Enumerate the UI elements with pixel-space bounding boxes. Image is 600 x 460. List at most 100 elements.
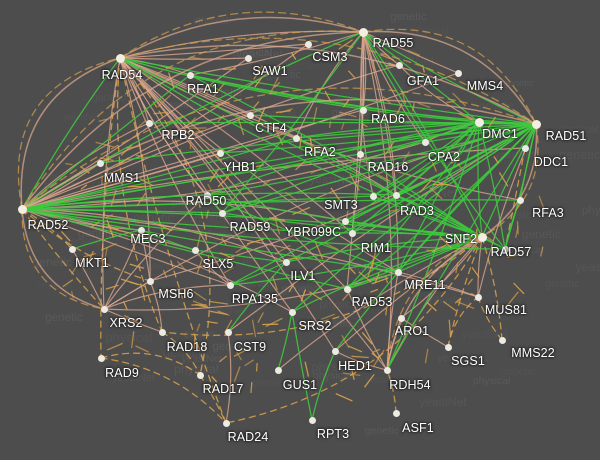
network-node-mre11[interactable] xyxy=(394,268,402,276)
edge-yeastnet xyxy=(372,195,483,238)
network-node-xrs2[interactable] xyxy=(100,305,108,313)
network-node-rad18[interactable] xyxy=(158,328,166,336)
network-node-mms4[interactable] xyxy=(454,69,462,77)
edge-genetic-fragment xyxy=(361,122,368,128)
edge-physical xyxy=(386,236,483,371)
edge-genetic-fragment xyxy=(209,168,220,183)
edge-genetic-fragment xyxy=(285,191,298,201)
network-node-snf2[interactable] xyxy=(477,232,487,242)
network-node-csm3[interactable] xyxy=(304,40,312,48)
network-node-asf1[interactable] xyxy=(392,409,400,417)
edge-yeastnet xyxy=(478,121,506,250)
edge-physical xyxy=(21,114,251,210)
network-node-msh6[interactable] xyxy=(146,277,154,285)
network-node-cst9[interactable] xyxy=(224,328,232,336)
network-node-rdh54[interactable] xyxy=(383,366,391,374)
edge-yeastnet xyxy=(219,123,537,154)
network-node-rad6[interactable] xyxy=(359,106,367,114)
edge-yeastnet xyxy=(351,121,480,234)
network-node-rfa2[interactable] xyxy=(292,134,300,142)
edge-yeastnet xyxy=(346,271,399,290)
network-node-rpt3[interactable] xyxy=(308,416,316,424)
edge-genetic-fragment xyxy=(65,163,73,166)
edge-yeastnet xyxy=(21,208,223,214)
edge-yeastnet xyxy=(295,137,483,238)
network-node-rad59[interactable] xyxy=(218,209,226,217)
edge-genetic-fragment xyxy=(185,117,196,129)
network-node-rad51[interactable] xyxy=(531,119,541,129)
edge-yeastnet xyxy=(477,121,483,238)
edge-genetic-arc xyxy=(21,30,364,210)
network-node-aro1[interactable] xyxy=(397,314,405,322)
edge-physical xyxy=(362,31,367,111)
network-node-srs2[interactable] xyxy=(288,308,296,316)
network-node-rpb2[interactable] xyxy=(145,119,153,127)
edge-physical xyxy=(346,31,364,290)
edge-genetic-fragment xyxy=(313,107,318,122)
network-node-ddc1[interactable] xyxy=(521,144,529,152)
edge-genetic-fragment xyxy=(196,323,201,332)
network-node-rad24[interactable] xyxy=(222,419,230,427)
edge-genetic xyxy=(161,331,201,376)
network-node-mkt1[interactable] xyxy=(68,245,76,253)
edge-genetic-fragment xyxy=(295,160,306,171)
edge-yeastnet xyxy=(372,121,480,197)
edge-yeastnet xyxy=(119,57,483,238)
network-node-ilv1[interactable] xyxy=(282,258,290,266)
edge-genetic-fragment xyxy=(300,289,306,302)
edge-genetic-fragment xyxy=(429,187,443,200)
network-node-gus1[interactable] xyxy=(274,366,282,374)
network-node-rim1[interactable] xyxy=(348,229,356,237)
network-node-dmc1[interactable] xyxy=(474,117,484,127)
edge-genetic-fragment xyxy=(427,302,437,312)
network-node-ctf4[interactable] xyxy=(246,111,254,119)
edge-genetic xyxy=(447,296,479,348)
network-node-rpa135[interactable] xyxy=(226,281,234,289)
network-node-rad9[interactable] xyxy=(97,354,105,362)
edge-genetic-fragment xyxy=(309,291,323,301)
edge-genetic-fragment xyxy=(157,94,171,108)
edge-genetic-fragment xyxy=(71,258,83,275)
network-node-rad57[interactable] xyxy=(501,245,509,253)
network-node-mms1[interactable] xyxy=(96,159,104,167)
network-node-rad50[interactable] xyxy=(203,191,211,199)
edge-physical-arc xyxy=(481,123,538,238)
edge-physical-arc xyxy=(21,98,537,210)
network-node-rad17[interactable] xyxy=(196,371,204,379)
edge-genetic xyxy=(386,369,397,414)
edge-genetic-fragment xyxy=(335,393,353,402)
network-node-mec3[interactable] xyxy=(137,226,145,234)
network-node-rad52[interactable] xyxy=(17,204,27,214)
network-node-hed1[interactable] xyxy=(331,347,339,355)
edge-yeastnet xyxy=(397,121,480,273)
edge-yeastnet xyxy=(386,121,480,371)
network-node-sgs1[interactable] xyxy=(444,343,452,351)
network-node-rad54[interactable] xyxy=(115,53,125,63)
network-node-mms22[interactable] xyxy=(498,336,506,344)
network-node-rad16[interactable] xyxy=(356,150,364,158)
network-node-cpa2[interactable] xyxy=(421,138,429,146)
network-node-yhb1[interactable] xyxy=(216,149,224,157)
edge-yeastnet xyxy=(21,57,121,210)
network-node-rfa3[interactable] xyxy=(516,196,524,204)
network-node-smt3[interactable] xyxy=(392,191,400,199)
edge-genetic-fragment xyxy=(213,82,225,98)
network-node-rfa1[interactable] xyxy=(186,71,194,79)
edge-yeastnet xyxy=(362,31,537,125)
network-node-rad3[interactable] xyxy=(369,192,377,200)
edge-genetic-fragment xyxy=(157,224,173,232)
network-node-mus81[interactable] xyxy=(474,293,482,301)
edge-genetic-fragment xyxy=(262,179,271,186)
network-node-saw1[interactable] xyxy=(244,54,252,62)
network-node-slx5[interactable] xyxy=(191,246,199,254)
network-node-rad53[interactable] xyxy=(343,285,351,293)
edge-genetic-fragment xyxy=(419,180,432,193)
network-node-gfa1[interactable] xyxy=(395,61,403,69)
network-node-rad55[interactable] xyxy=(358,27,368,37)
network-node-ybr099c[interactable] xyxy=(341,217,349,225)
edge-genetic-fragment xyxy=(506,291,519,307)
edge-genetic-fragment xyxy=(377,174,391,182)
edge-genetic-fragment xyxy=(466,233,474,244)
